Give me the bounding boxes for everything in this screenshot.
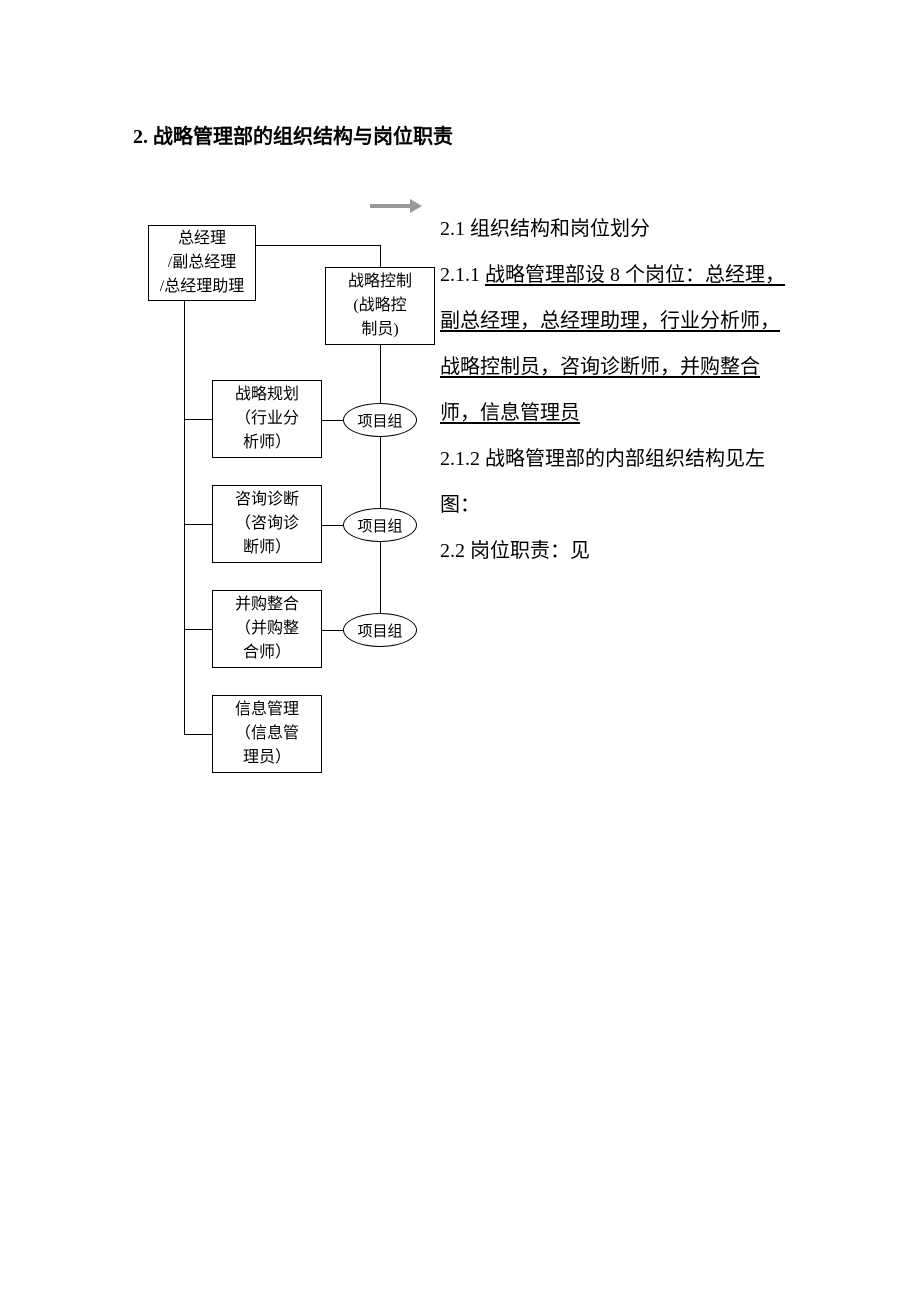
connector-line xyxy=(184,419,212,420)
sub-2-1-2: 2.1.2 战略管理部的内部组织结构见左图： xyxy=(440,436,795,528)
connector-line xyxy=(184,629,212,630)
connector-line xyxy=(184,524,212,525)
sub-2-2: 2.2 岗位职责：见 xyxy=(440,528,795,574)
connector-line xyxy=(380,542,381,613)
connector-line xyxy=(322,525,343,526)
node-label-line: (战略控 xyxy=(353,294,406,318)
node-label-line: 理员） xyxy=(243,746,291,770)
node-label-line: 信息管理 xyxy=(235,698,299,722)
connector-line xyxy=(184,301,185,734)
connector-line xyxy=(380,245,381,267)
node-label-line: 战略控制 xyxy=(348,270,412,294)
node-pg3: 项目组 xyxy=(343,613,417,647)
node-label-line: 制员) xyxy=(361,318,398,342)
s211-underlined: 战略管理部设 8 个岗位：总经理，副总经理，总经理助理，行业分析师，战略控制员，… xyxy=(440,264,785,424)
node-label-line: （咨询诊 xyxy=(235,512,299,536)
node-label-line: 总经理 xyxy=(178,227,226,251)
node-label-line: （信息管 xyxy=(235,722,299,746)
node-ctrl: 战略控制(战略控制员) xyxy=(325,267,435,345)
connector-line xyxy=(380,345,381,403)
node-label-line: /总经理助理 xyxy=(160,275,244,299)
node-label-line: 战略规划 xyxy=(235,383,299,407)
node-info: 信息管理（信息管理员） xyxy=(212,695,322,773)
node-label-line: 合师） xyxy=(243,641,291,665)
node-label-line: 并购整合 xyxy=(235,593,299,617)
right-column: 2.1 组织结构和岗位划分 2.1.1 战略管理部设 8 个岗位：总经理，副总经… xyxy=(440,206,795,574)
s211-prefix: 2.1.1 xyxy=(440,264,485,286)
node-label-line: 断师） xyxy=(243,536,291,560)
connector-line xyxy=(184,734,212,735)
node-pg1: 项目组 xyxy=(343,403,417,437)
node-label-line: /副总经理 xyxy=(168,251,236,275)
node-label-line: （并购整 xyxy=(235,617,299,641)
node-root: 总经理/副总经理/总经理助理 xyxy=(148,225,256,301)
sub-2-1: 2.1 组织结构和岗位划分 xyxy=(440,206,795,252)
connector-line xyxy=(322,420,343,421)
sub-2-1-1: 2.1.1 战略管理部设 8 个岗位：总经理，副总经理，总经理助理，行业分析师，… xyxy=(440,252,795,436)
arrow-head-icon xyxy=(410,199,422,213)
connector-line xyxy=(256,245,380,246)
section-title: 2. 战略管理部的组织结构与岗位职责 xyxy=(133,120,453,149)
connector-line xyxy=(380,437,381,508)
arrow-icon xyxy=(370,204,410,208)
node-pg2: 项目组 xyxy=(343,508,417,542)
node-consult: 咨询诊断（咨询诊断师） xyxy=(212,485,322,563)
node-label-line: （行业分 xyxy=(235,407,299,431)
connector-line xyxy=(322,630,343,631)
page: 2. 战略管理部的组织结构与岗位职责 2.1 组织结构和岗位划分 2.1.1 战… xyxy=(0,0,920,1302)
node-label-line: 析师） xyxy=(243,431,291,455)
node-label-line: 咨询诊断 xyxy=(235,488,299,512)
node-plan: 战略规划（行业分析师） xyxy=(212,380,322,458)
node-merge: 并购整合（并购整合师） xyxy=(212,590,322,668)
